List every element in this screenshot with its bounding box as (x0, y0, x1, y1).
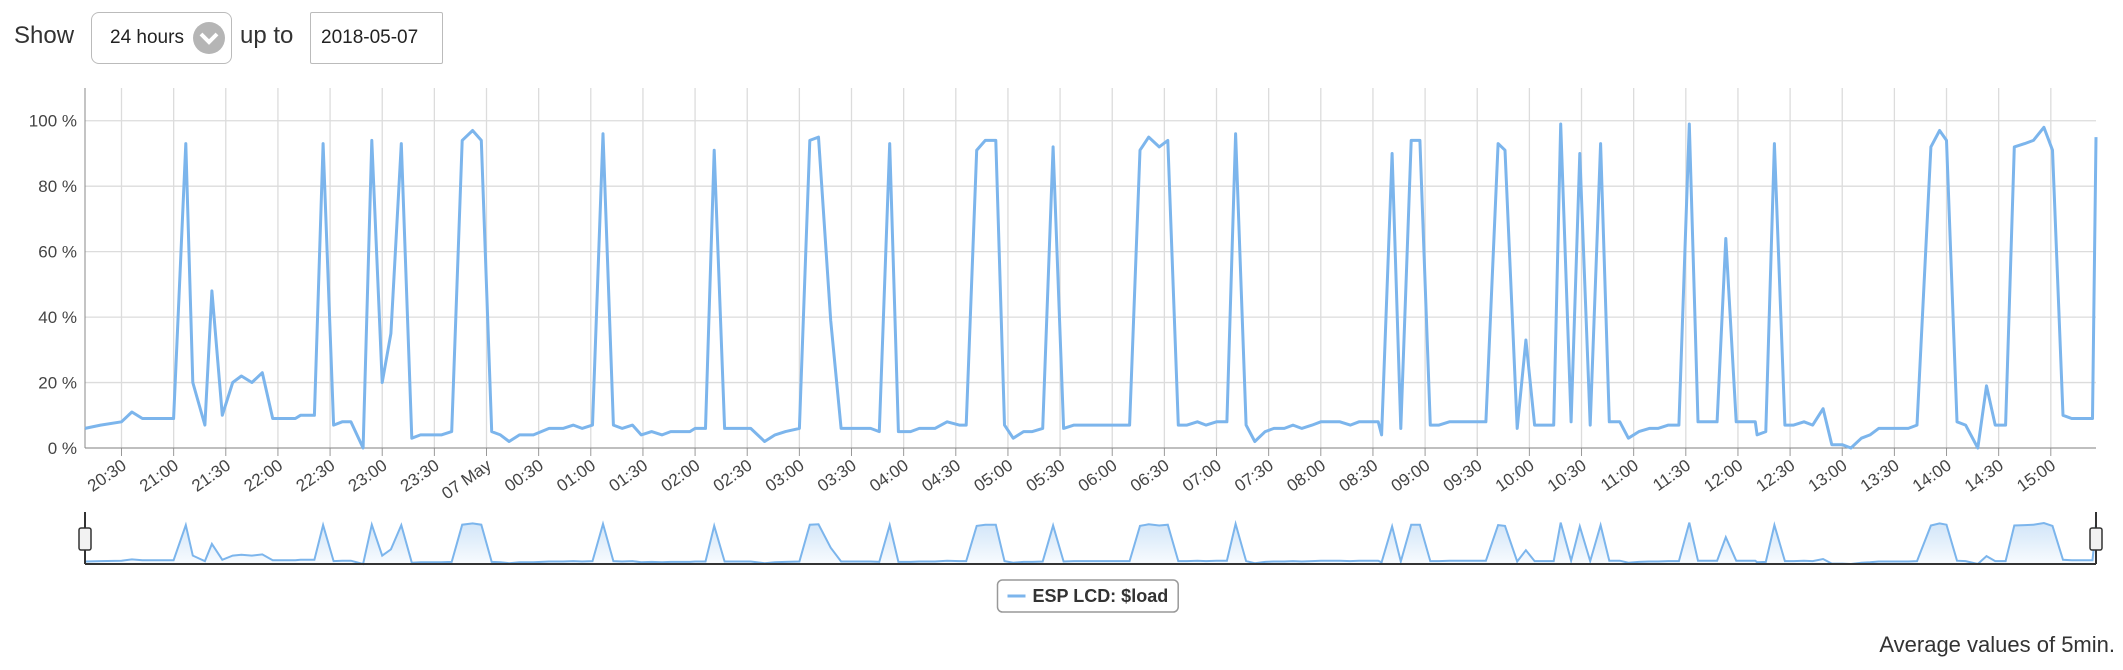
x-tick-label: 13:00 (1805, 456, 1851, 496)
x-tick-label: 06:00 (1075, 456, 1121, 496)
date-input[interactable]: 2018-05-07 (310, 12, 443, 64)
x-tick-label: 06:30 (1127, 456, 1173, 496)
legend-label: ESP LCD: $load (1033, 586, 1169, 606)
x-tick-label: 14:00 (1909, 456, 1955, 496)
up-to-label: up to (240, 22, 294, 49)
x-tick-label: 01:30 (605, 456, 651, 496)
x-tick-label: 11:30 (1649, 456, 1694, 495)
navigator-line (84, 519, 2097, 566)
x-tick-label: 03:00 (762, 456, 808, 496)
x-tick-label: 08:30 (1335, 456, 1381, 496)
footer-note: Average values of 5min. (1879, 632, 2115, 657)
x-tick-label: 02:00 (658, 456, 704, 496)
x-tick-label: 07 May (438, 455, 495, 503)
legend-item[interactable]: ESP LCD: $load (996, 579, 1179, 613)
x-tick-label: 21:30 (188, 456, 234, 496)
x-tick-label: 21:00 (136, 456, 182, 496)
line-series (84, 122, 2098, 450)
date-value: 2018-05-07 (321, 27, 419, 48)
x-tick-label: 03:30 (814, 456, 860, 496)
x-tick-label: 14:30 (1961, 456, 2007, 496)
y-tick-label: 40 % (38, 308, 77, 327)
x-tick-label: 02:30 (710, 456, 756, 496)
x-tick-label: 01:00 (553, 456, 599, 496)
x-tick-label: 10:00 (1492, 456, 1538, 496)
show-label: Show (14, 22, 75, 49)
x-tick-label: 09:00 (1388, 456, 1434, 496)
x-tick-label: 22:30 (293, 456, 339, 496)
x-tick-label: 08:00 (1283, 456, 1329, 496)
y-tick-label: 80 % (38, 177, 77, 196)
x-tick-label: 20:30 (84, 456, 130, 496)
x-tick-label: 00:30 (501, 456, 547, 496)
x-tick-label: 05:30 (1023, 456, 1069, 496)
x-tick-label: 09:30 (1440, 456, 1486, 496)
x-tick-label: 23:30 (397, 456, 443, 496)
legend-box (996, 579, 1179, 613)
x-tick-label: 12:00 (1700, 456, 1746, 496)
x-tick-label: 10:30 (1544, 456, 1590, 496)
x-tick-label: 04:00 (866, 456, 912, 496)
x-tick-label: 15:00 (2013, 456, 2059, 496)
x-tick-label: 05:00 (970, 456, 1016, 496)
navigator-handle (2089, 527, 2103, 551)
range-select[interactable]: 24 hours (91, 12, 232, 64)
x-tick-label: 04:30 (918, 456, 964, 496)
navigator-bg (85, 512, 2096, 564)
x-tick-label: 12:30 (1753, 456, 1799, 496)
dropdown-icon (193, 22, 225, 54)
x-tick-label: 22:00 (240, 456, 286, 496)
x-tick-label: 07:00 (1179, 456, 1225, 496)
y-tick-label: 0 % (48, 439, 77, 458)
y-tick-label: 20 % (38, 374, 77, 393)
x-tick-label: 13:30 (1857, 456, 1903, 496)
chart: 0 %20 %40 %60 %80 %100 %20:30 21:00 21:30 2… (29, 88, 2103, 613)
x-tick-label: 23:00 (345, 456, 391, 496)
range-value: 24 hours (110, 27, 184, 48)
y-tick-label: 100 % (29, 112, 77, 131)
navigator-handle (78, 527, 92, 551)
x-tick-label: 11:00 (1597, 456, 1642, 495)
x-tick-label: 07:30 (1231, 456, 1277, 496)
y-tick-label: 60 % (38, 243, 77, 262)
